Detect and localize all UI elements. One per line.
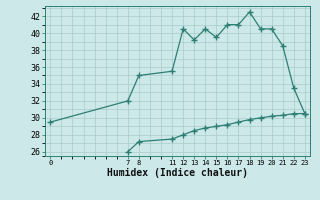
X-axis label: Humidex (Indice chaleur): Humidex (Indice chaleur) [107, 168, 248, 178]
